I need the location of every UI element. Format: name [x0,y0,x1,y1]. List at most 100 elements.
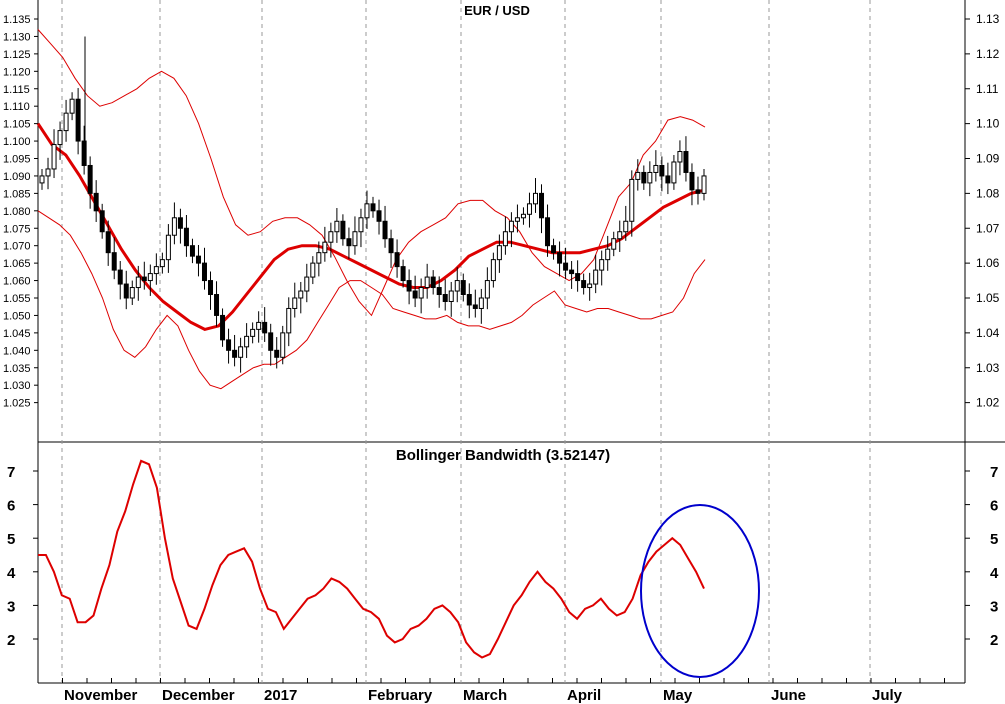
candle-body-42 [292,297,298,309]
candle-body-107 [683,151,689,173]
candle-body-105 [671,161,677,184]
y-right-tick-label-3: 1.05 [976,291,1000,305]
y-tick-label-11: 1.080 [3,206,31,218]
candle-body-47 [322,241,328,254]
candle-body-77 [502,231,508,247]
candle-body-83 [539,192,545,219]
y-tick-label-1: 1.030 [3,380,31,392]
candle-body-52 [352,231,358,247]
upper-band-line [37,29,706,317]
candle-body-10 [99,210,105,233]
candle-body-85 [551,245,557,254]
y-tick-label-4: 1.045 [3,328,31,340]
candle-body-95 [611,238,617,250]
candle-body-62 [412,290,418,299]
candle-body-73 [478,297,484,309]
y-right-tick-label-9: 1.11 [976,82,999,96]
candle-body-6 [75,98,81,142]
candle-body-92 [593,269,599,285]
candle-body-1 [45,168,51,177]
candle-body-60 [400,266,406,282]
x-tick-label-0: November [64,687,138,704]
bw-tick-label-0: 2 [7,632,15,649]
candle-body-21 [165,234,171,261]
candle-body-80 [520,213,526,219]
candle-body-89 [575,273,581,282]
candle-body-23 [177,217,183,229]
candle-body-87 [563,262,569,271]
bw-tick-label-2: 4 [7,565,16,582]
candle-body-19 [153,266,159,275]
candle-body-69 [454,280,460,292]
candle-body-99 [635,171,641,180]
vertical-gridlines [61,0,871,683]
candle-body-67 [442,294,448,302]
candle-body-33 [238,346,244,358]
candlesticks [39,36,707,373]
candle-body-109 [695,189,701,194]
x-minor-ticks [37,678,945,683]
y-tick-label-3: 1.040 [3,345,31,357]
candle-body-39 [274,349,280,358]
x-tick-label-7: June [771,687,806,704]
candle-body-41 [286,307,292,334]
candle-body-100 [641,171,647,184]
y-right-tick-label-0: 1.02 [976,396,1000,410]
y-tick-label-6: 1.055 [3,293,31,305]
candle-body-68 [448,290,454,302]
candle-body-12 [111,252,117,271]
bw-tick-label-right-3: 5 [990,531,998,548]
y-right-tick-label-4: 1.06 [976,256,1000,270]
candle-body-64 [424,276,430,289]
bw-tick-label-right-1: 3 [990,598,998,615]
bandwidth-title: Bollinger Bandwidth (3.52147) [396,447,610,464]
candle-body-31 [226,339,232,351]
x-tick-label-3: February [368,687,433,704]
candle-body-17 [141,276,147,282]
candle-body-25 [189,245,195,257]
candle-body-78 [508,220,514,233]
candle-body-36 [256,321,262,330]
y-tick-label-10: 1.075 [3,223,31,235]
candle-body-2 [51,144,57,170]
bandwidth-highlight-ellipse [640,504,760,678]
candle-body-44 [304,276,310,292]
candle-body-40 [280,332,286,358]
candle-body-26 [195,255,201,264]
candle-body-56 [376,210,382,222]
y-tick-label-8: 1.065 [3,258,31,270]
candle-body-3 [57,130,63,146]
candle-body-7 [81,140,87,166]
bw-tick-label-5: 7 [7,464,15,481]
candle-body-53 [358,217,364,233]
x-tick-label-8: July [872,687,903,704]
candle-body-97 [623,220,629,233]
candle-body-24 [183,227,189,247]
candle-body-32 [232,349,238,358]
candle-body-91 [587,283,593,289]
candle-body-63 [418,287,424,299]
candle-body-16 [135,276,141,289]
y-tick-label-13: 1.090 [3,171,31,183]
y-right-tick-label-7: 1.09 [976,152,1000,166]
bw-tick-label-right-5: 7 [990,464,998,481]
candle-body-48 [328,231,334,243]
candle-body-37 [262,321,268,334]
candle-body-9 [93,192,99,212]
candle-body-13 [117,269,123,285]
bw-tick-label-right-2: 4 [990,565,999,582]
bw-tick-label-3: 5 [7,531,15,548]
candle-body-15 [129,287,135,299]
candle-body-106 [677,151,683,163]
y-tick-label-19: 1.120 [3,66,31,78]
y-right-tick-label-2: 1.04 [976,326,1000,340]
candle-body-70 [460,280,466,296]
candle-body-58 [388,238,394,254]
candle-body-81 [526,203,532,215]
candle-body-28 [208,280,214,296]
candle-body-29 [214,294,220,316]
bandwidth-series-line [38,459,705,659]
y-right-tick-label-11: 1.13 [976,12,1000,26]
bw-tick-label-1: 3 [7,598,15,615]
candle-body-0 [39,175,45,184]
